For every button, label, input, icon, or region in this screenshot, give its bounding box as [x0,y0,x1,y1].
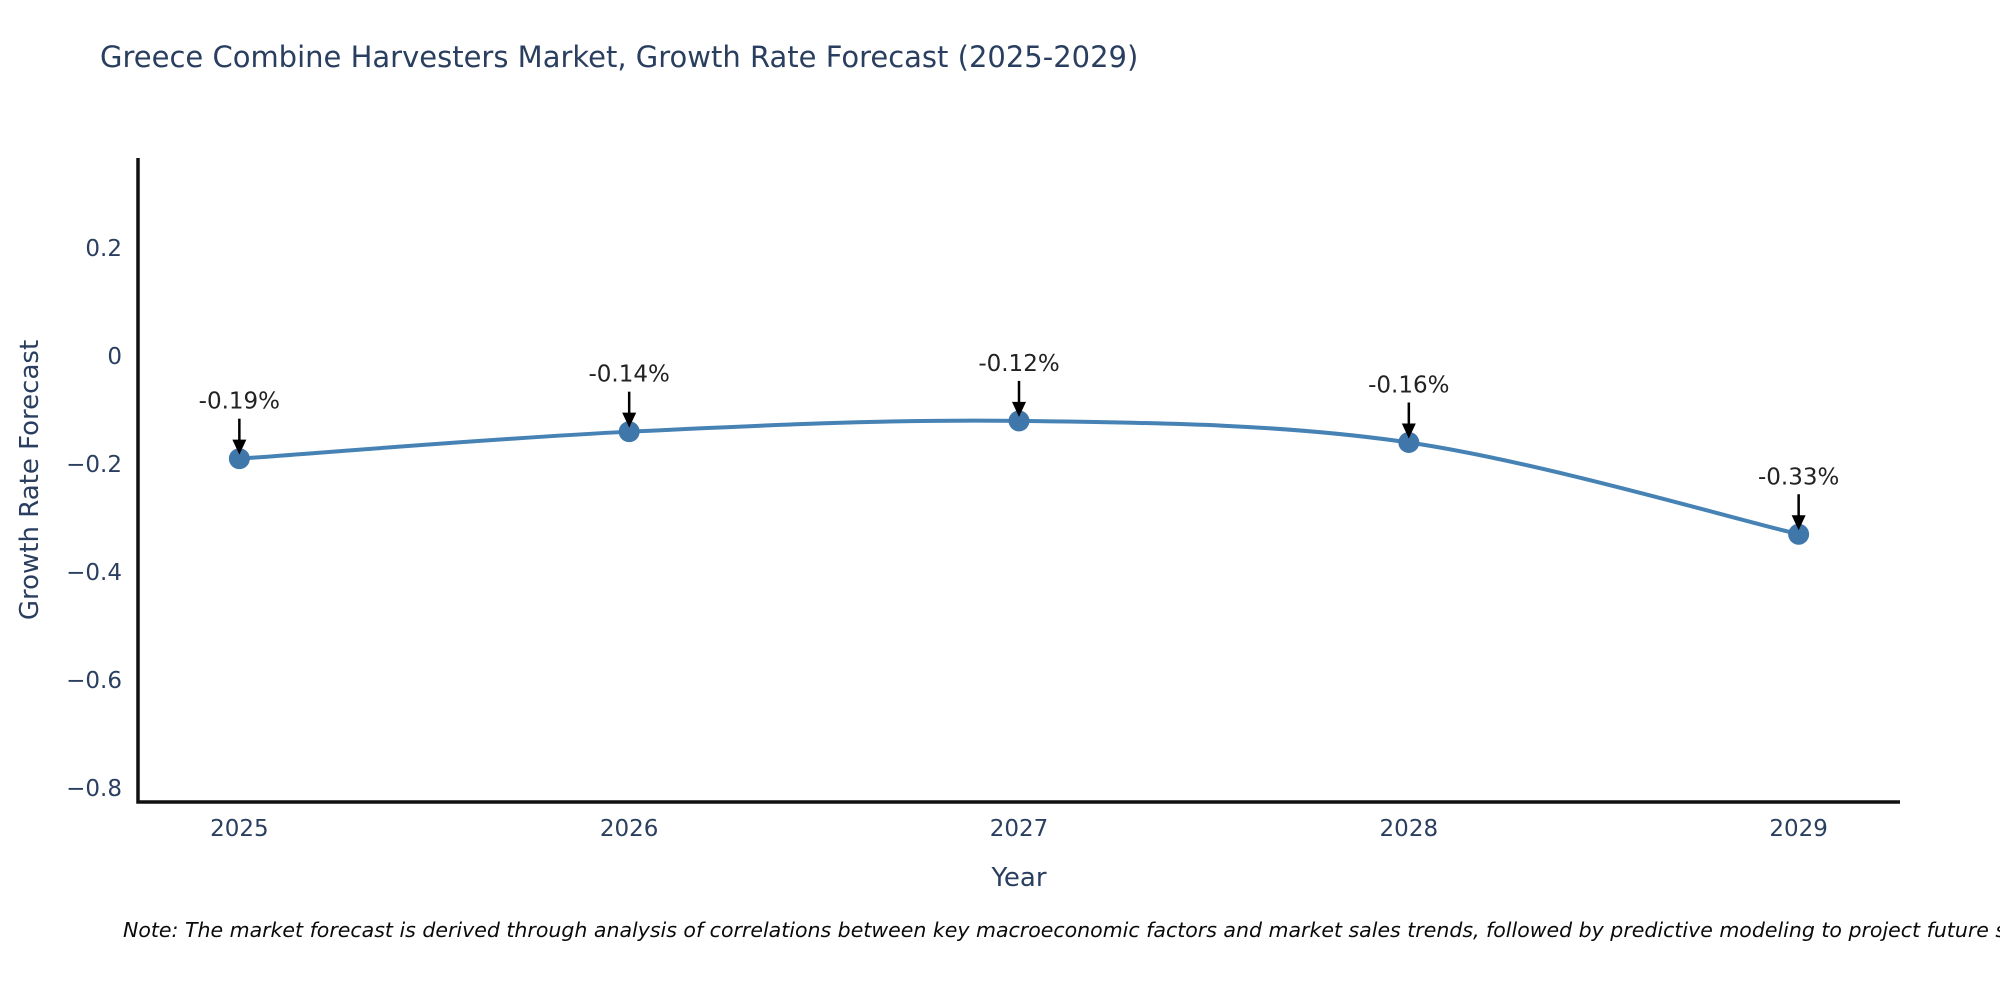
x-tick-label: 2027 [990,816,1049,842]
annotation-arrow-head [1791,515,1806,531]
y-tick-label: −0.4 [66,560,122,586]
annotation-label: -0.16% [1368,372,1449,398]
y-tick-label: 0.2 [85,236,122,262]
x-tick-label: 2029 [1769,816,1828,842]
annotation-2025: -0.19% [199,389,280,455]
data-point-2027[interactable] [1008,410,1030,432]
chart-title: Greece Combine Harvesters Market, Growth… [100,40,1139,74]
y-tick-label: −0.8 [66,776,122,802]
annotation-2027: -0.12% [978,351,1060,417]
footnote: Note: The market forecast is derived thr… [123,918,2000,942]
x-axis-title: Year [991,863,1047,893]
annotation-label: -0.33% [1758,464,1839,490]
y-tick-label: −0.2 [66,452,122,478]
annotation-arrow-head [1012,401,1026,417]
axis-lines [136,158,1900,804]
data-point-2028[interactable] [1398,431,1420,453]
annotation-label: -0.19% [199,389,280,415]
annotation-label: -0.14% [588,362,669,388]
annotation-2029: -0.33% [1758,464,1839,531]
y-axis-title: Growth Rate Forecast [15,339,45,621]
trend-line [237,418,1801,537]
annotation-arrow-head [1401,423,1416,439]
data-point-2026[interactable] [618,421,640,443]
x-tick-label: 2026 [600,816,659,842]
x-tick-label: 2025 [210,816,269,842]
annotation-2028: -0.16% [1368,372,1450,439]
annotation-arrow-head [622,412,637,428]
annotation-arrow-head [232,439,247,455]
x-tick-label: 2028 [1380,816,1439,842]
data-point-2025[interactable] [228,448,250,470]
annotation-2026: -0.14% [588,362,670,428]
y-tick-label: 0 [107,344,122,370]
y-tick-label: −0.6 [66,668,122,694]
data-point-2029[interactable] [1788,523,1810,545]
annotation-label: -0.12% [978,351,1059,377]
